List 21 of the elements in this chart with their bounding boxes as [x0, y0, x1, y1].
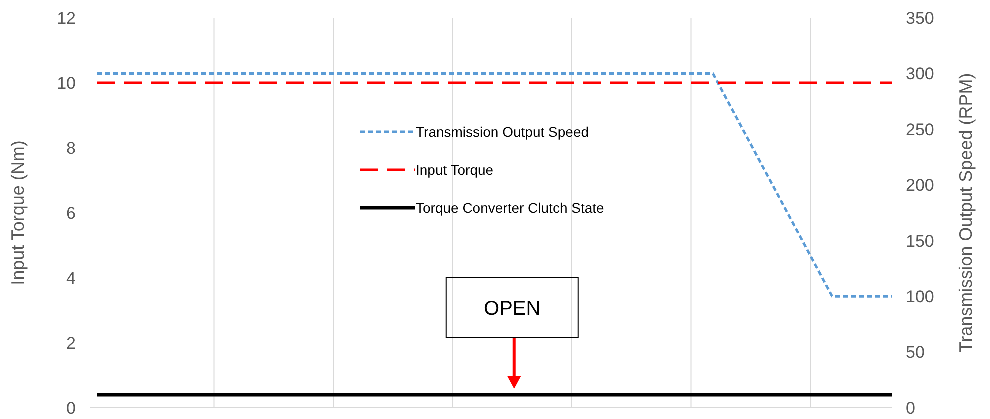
y-tick-label: 8 [66, 138, 76, 158]
y-tick-label: 12 [57, 8, 76, 28]
y-tick-label: 6 [66, 204, 76, 223]
legend-label: Torque Converter Clutch State [416, 200, 605, 216]
y2-tick-label: 200 [906, 176, 934, 196]
y2-tick-label: 350 [906, 8, 934, 28]
annotation: OPEN [484, 298, 541, 320]
y2-tick-label: 300 [906, 64, 934, 84]
y2-tick-label: 100 [906, 288, 934, 307]
y2-tick-label: 0 [906, 398, 916, 418]
y2-tick-label: 150 [906, 232, 934, 251]
y-axis-title: Input Torque (Nm) [8, 140, 28, 286]
y2-axis-title: Transmission Output Speed (RPM) [956, 73, 976, 353]
y-tick-label: 10 [57, 74, 76, 93]
y2-tick-label: 250 [906, 120, 934, 140]
y-tick-label: 4 [66, 268, 76, 288]
legend-label: Input Torque [416, 162, 494, 178]
y2-tick-label: 50 [906, 343, 925, 362]
legend-label: Transmission Output Speed [416, 124, 590, 140]
y-tick-label: 2 [66, 334, 76, 353]
y-tick-label: 0 [66, 398, 76, 418]
